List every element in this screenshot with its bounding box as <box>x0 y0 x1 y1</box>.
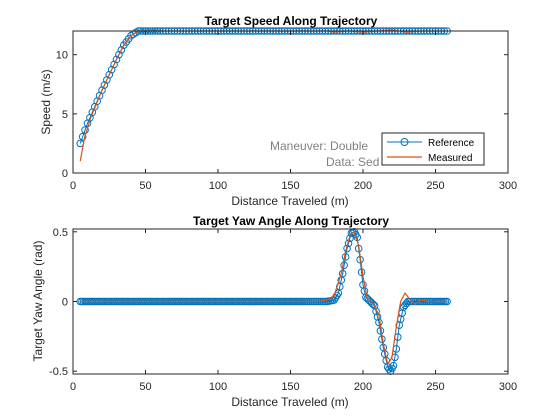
yaw-y-axis-label: Target Yaw Angle (rad) <box>31 241 45 362</box>
yaw-reference-point <box>370 301 379 310</box>
speed-x-ticks: 0 50 100 150 200 250 300 <box>70 31 517 192</box>
yaw-x-tick-label: 50 <box>139 381 151 393</box>
speed-x-tick-label: 200 <box>354 180 372 192</box>
speed-x-tick-label: 100 <box>209 180 227 192</box>
speed-reference-point <box>115 50 123 59</box>
yaw-x-tick-label: 150 <box>281 381 299 393</box>
speed-chart-title: Target Speed Along Trajectory <box>205 14 378 28</box>
speed-x-tick-label: 50 <box>139 180 151 192</box>
speed-reference-point <box>112 55 121 64</box>
speed-y-tick-label: 5 <box>62 109 68 121</box>
yaw-reference-point <box>340 261 348 270</box>
maneuver-annotation: Maneuver: Double <box>270 139 368 153</box>
speed-legend: Reference Measured <box>381 132 485 166</box>
yaw-y-tick-label: 0.5 <box>53 227 68 239</box>
legend-reference-marker <box>400 138 409 146</box>
yaw-chart: Target Yaw Angle Along Trajectory 0 50 100… <box>31 214 517 409</box>
yaw-x-tick-label: 250 <box>426 381 444 393</box>
speed-y-tick-label: 10 <box>56 50 68 62</box>
speed-reference-point <box>78 132 87 141</box>
yaw-x-tick-label: 300 <box>499 381 517 393</box>
speed-reference-point <box>117 46 126 54</box>
yaw-series-group <box>76 227 451 376</box>
yaw-x-axis-label: Distance Traveled (m) <box>231 395 348 409</box>
yaw-reference-point <box>389 361 398 370</box>
speed-x-tick-label: 300 <box>499 180 517 192</box>
yaw-chart-title: Target Yaw Angle Along Trajectory <box>193 214 389 228</box>
speed-y-tick-label: 0 <box>62 168 68 180</box>
yaw-reference-point <box>369 300 377 309</box>
speed-y-axis-label: Speed (m/s) <box>39 69 53 134</box>
speed-y-ticks: 0 5 10 <box>56 50 508 180</box>
yaw-reference-point <box>408 297 416 306</box>
yaw-y-tick-label: -0.5 <box>49 366 68 378</box>
speed-x-tick-label: 0 <box>70 180 76 192</box>
speed-x-axis-label: Distance Traveled (m) <box>231 194 348 208</box>
data-annotation: Data: Sed <box>326 155 379 169</box>
yaw-measured-line <box>80 230 448 366</box>
yaw-reference-point <box>404 297 412 306</box>
speed-reference-line <box>79 30 448 144</box>
yaw-y-ticks: -0.5 0 0.5 <box>49 227 508 378</box>
speed-x-tick-label: 150 <box>281 180 299 192</box>
legend-reference-label: Reference <box>428 138 475 149</box>
yaw-x-ticks: 0 50 100 150 200 250 300 <box>70 229 517 393</box>
yaw-x-tick-label: 100 <box>209 381 227 393</box>
yaw-reference-point <box>346 234 354 243</box>
legend-box <box>381 132 485 166</box>
speed-x-tick-label: 250 <box>426 180 444 192</box>
yaw-y-tick-label: 0 <box>62 297 68 309</box>
yaw-reference-point <box>406 297 414 306</box>
speed-chart: Target Speed Along Trajectory 0 50 100 150 2… <box>39 14 517 208</box>
yaw-x-tick-label: 200 <box>354 381 372 393</box>
yaw-x-tick-label: 0 <box>70 381 76 393</box>
legend-measured-label: Measured <box>428 153 472 164</box>
speed-reference-point <box>81 126 89 134</box>
yaw-reference-point <box>338 269 347 278</box>
